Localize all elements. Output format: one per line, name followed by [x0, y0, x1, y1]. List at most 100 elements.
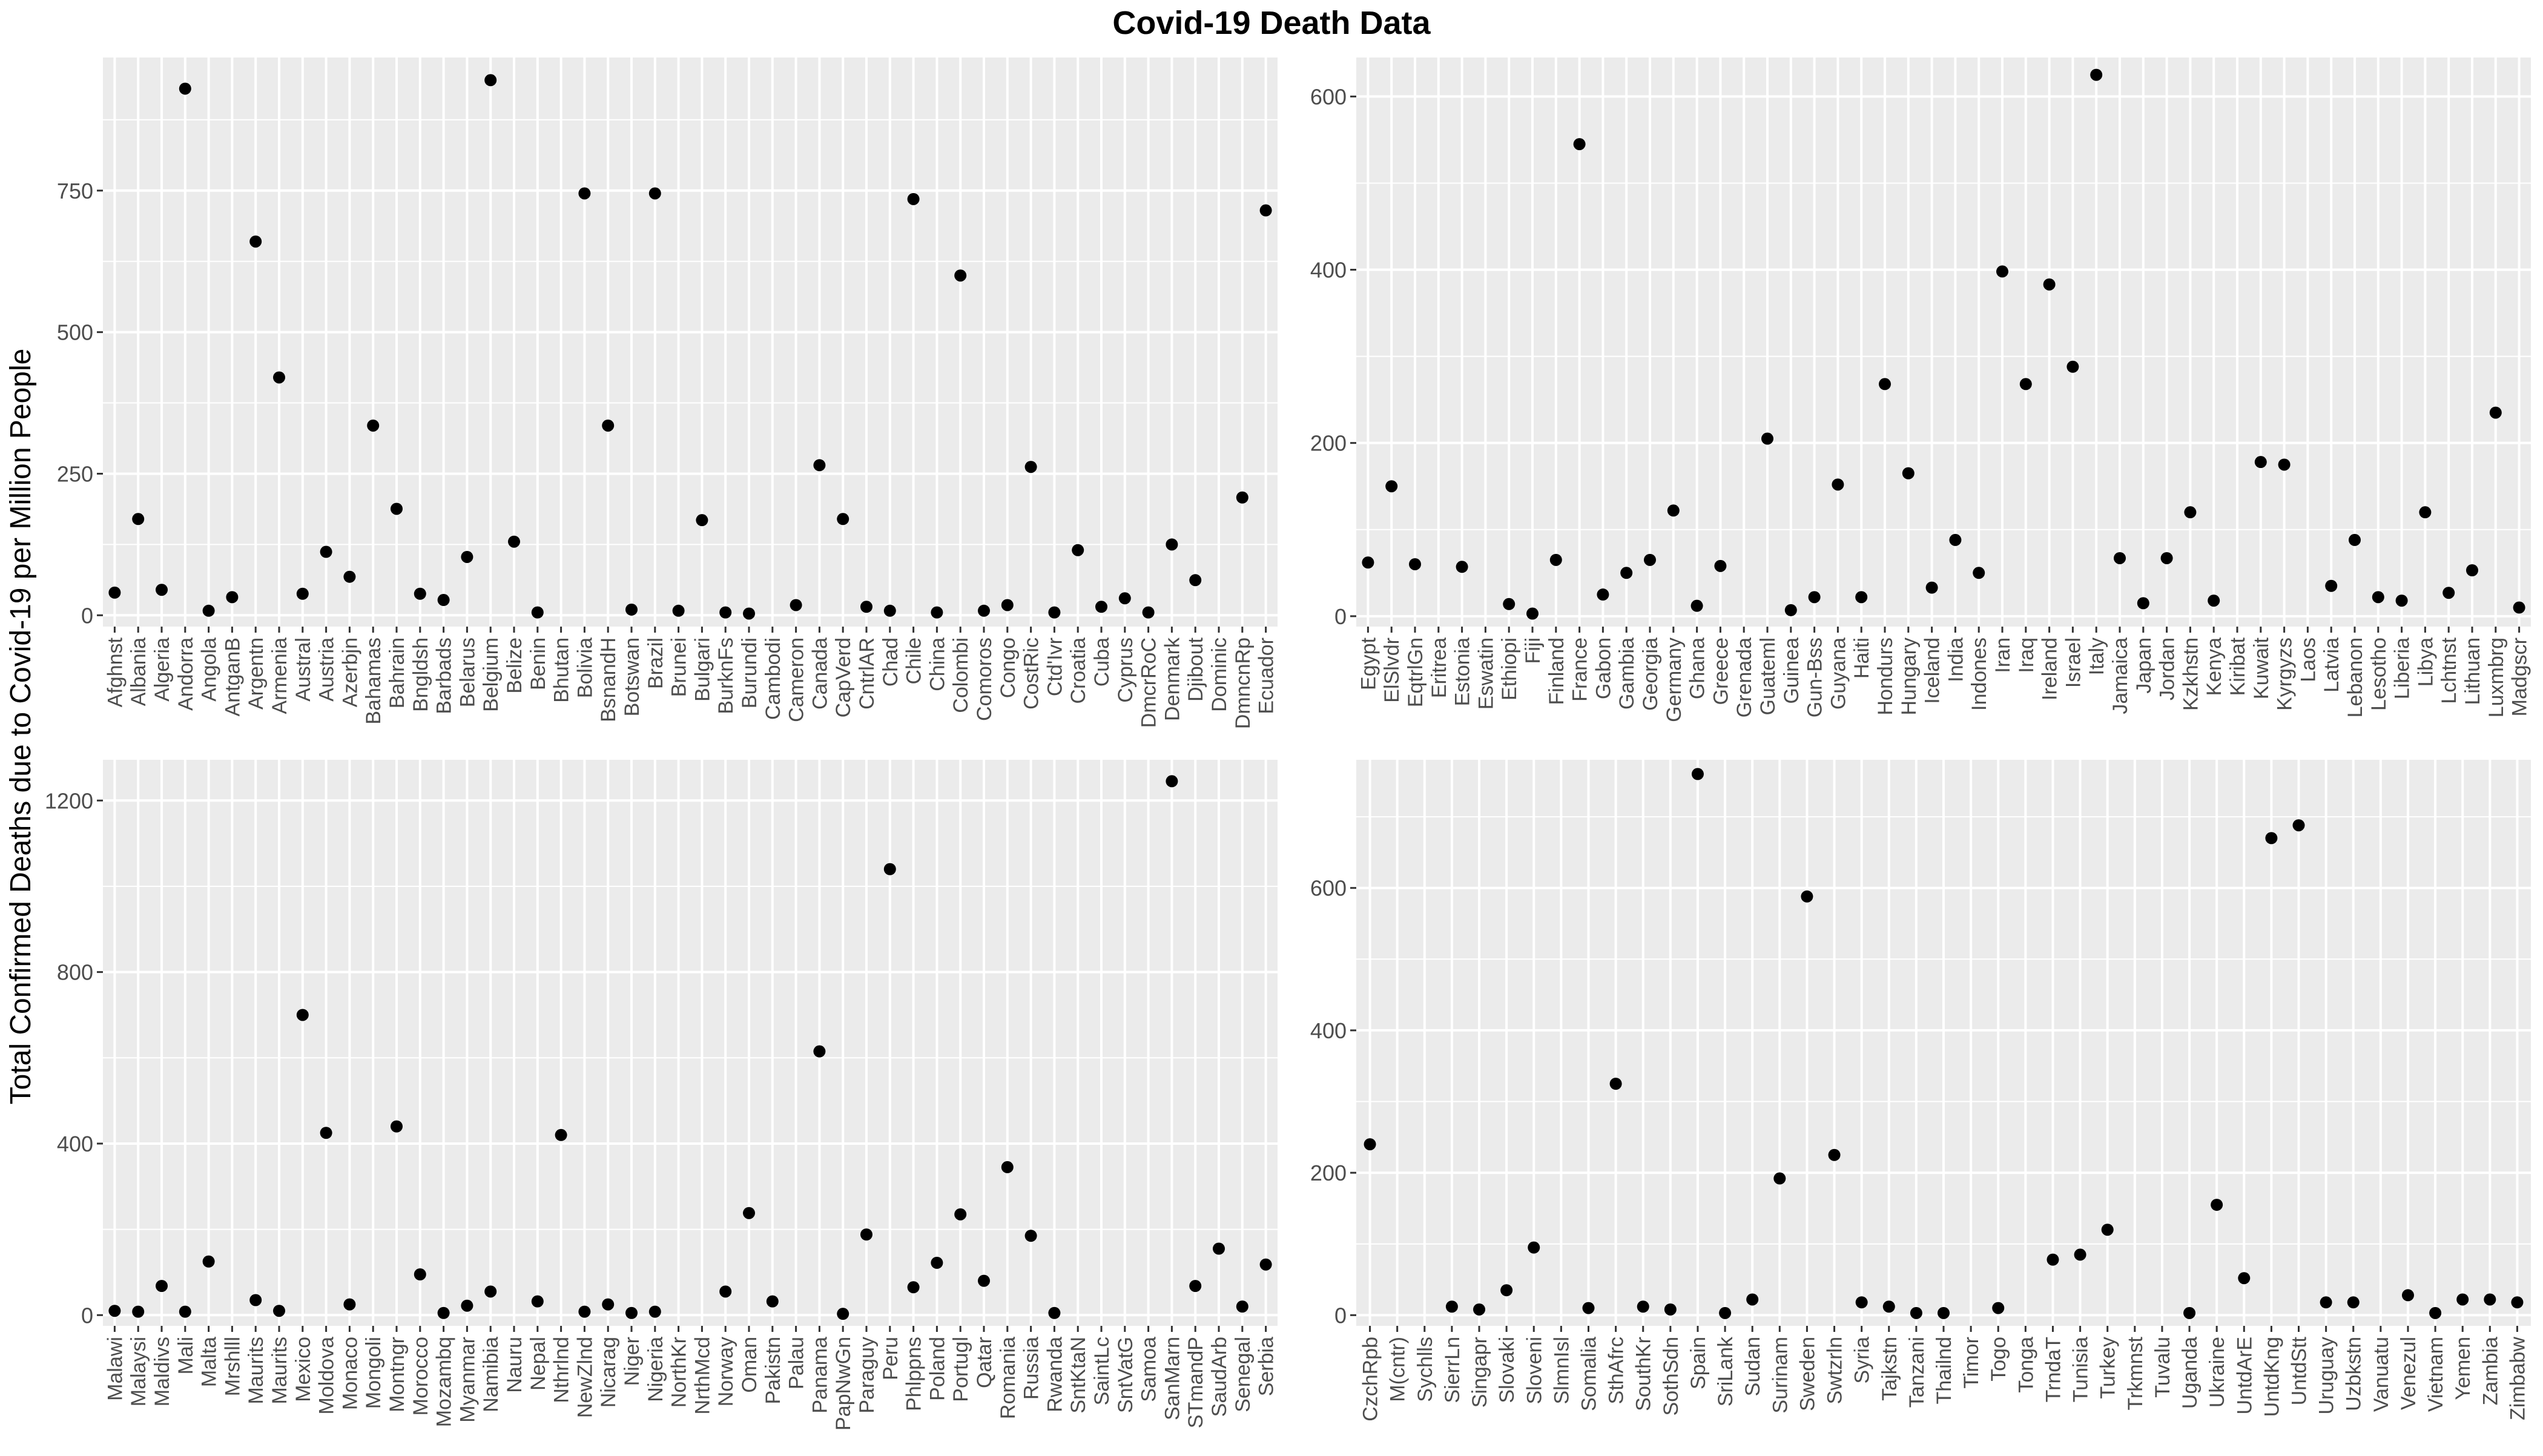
- x-tick-label: BsnandH: [597, 637, 620, 722]
- x-tick-label: SaintLc: [1090, 1337, 1113, 1405]
- x-tick-label: SothSdn: [1660, 1337, 1683, 1415]
- x-tick-label: Nepal: [527, 1337, 550, 1391]
- x-tick-label: SaudArb: [1208, 1337, 1231, 1417]
- data-point: [907, 1281, 920, 1294]
- data-point: [2442, 587, 2455, 599]
- x-tick-label: Madgscr: [2508, 637, 2531, 716]
- x-tick-label: Congo: [997, 637, 1020, 698]
- x-tick-label: Cyprus: [1114, 637, 1137, 703]
- x-tick-label: Phlppns: [903, 1337, 926, 1411]
- data-point: [1024, 461, 1037, 473]
- x-tick-label: Singapr: [1468, 1337, 1491, 1408]
- data-point: [1784, 604, 1797, 616]
- data-point: [672, 604, 685, 617]
- data-point: [2292, 819, 2305, 832]
- data-point: [931, 606, 943, 619]
- data-point: [1142, 606, 1155, 619]
- x-tick-label: Senegal: [1232, 1337, 1255, 1412]
- x-tick-label: Panama: [808, 1337, 831, 1414]
- data-point: [2114, 552, 2126, 564]
- x-tick-label: Paraguy: [856, 1337, 879, 1414]
- x-tick-label: Thailnd: [1933, 1337, 1956, 1405]
- data-point: [625, 603, 638, 616]
- data-point: [2208, 595, 2220, 607]
- x-tick-label: Vietnam: [2424, 1337, 2447, 1412]
- data-point: [883, 604, 896, 617]
- data-point: [860, 601, 872, 613]
- x-tick-label: Cuba: [1090, 637, 1113, 687]
- data-point: [2325, 579, 2338, 592]
- data-point: [296, 587, 309, 600]
- data-point: [648, 187, 661, 200]
- data-point: [2372, 591, 2384, 604]
- data-point: [1456, 561, 1468, 573]
- x-tick-label: Peru: [879, 1337, 902, 1380]
- x-tick-label: SierrLn: [1441, 1337, 1464, 1403]
- x-tick-label: EqtrlGn: [1404, 637, 1427, 707]
- x-tick-label: Serbia: [1255, 1337, 1278, 1396]
- data-point: [2401, 1289, 2414, 1302]
- data-point: [1409, 558, 1421, 570]
- data-point: [860, 1228, 872, 1241]
- x-tick-label: Mongoli: [362, 1337, 385, 1409]
- data-point: [2347, 1296, 2360, 1309]
- data-point: [813, 1045, 826, 1058]
- data-point: [249, 1294, 262, 1306]
- data-point: [2047, 1253, 2059, 1266]
- x-tick-label: Lithuan: [2461, 637, 2484, 705]
- x-tick-label: NorthKr: [668, 1337, 691, 1408]
- data-point: [2513, 601, 2525, 614]
- data-point: [2489, 406, 2502, 419]
- data-point: [2160, 552, 2173, 564]
- panel-bottom-left: 0 400 800 1200 Malawi Malaysi Maldivs Mali Malta…: [45, 760, 1278, 1431]
- data-point: [1189, 1280, 1202, 1293]
- data-point: [1528, 1241, 1540, 1254]
- panel-bottom-right: 0 200 400 600 CzchRpb M(cntr) Sychlls SierrLn Si…: [1310, 760, 2531, 1421]
- data-point: [1072, 544, 1084, 556]
- data-point: [1690, 599, 1703, 612]
- x-tick-label: Tonga: [2014, 1337, 2037, 1393]
- data-point: [391, 502, 403, 515]
- x-tick-label: Comoros: [973, 637, 996, 721]
- x-tick-label: Syria: [1851, 1337, 1874, 1384]
- x-tick-label: Bngldsh: [409, 637, 432, 712]
- data-point: [602, 419, 615, 432]
- x-tick-label: Iraq: [2015, 637, 2038, 673]
- x-tick-label: Kenya: [2203, 637, 2226, 696]
- data-point: [2074, 1248, 2086, 1261]
- data-point: [2211, 1199, 2223, 1211]
- data-point: [1938, 1306, 1950, 1319]
- data-point: [1620, 567, 1633, 579]
- x-tick-label: Malawi: [104, 1337, 127, 1401]
- x-tick-label: Ukraine: [2206, 1337, 2229, 1408]
- x-tick-label: Tanzani: [1905, 1337, 1928, 1408]
- x-tick-label: China: [926, 637, 949, 691]
- data-point: [1973, 567, 1985, 579]
- x-tick-label: Nthrlnd: [550, 1337, 573, 1403]
- data-point: [837, 513, 849, 525]
- data-point: [531, 606, 544, 619]
- x-tick-label: Iran: [1991, 637, 2014, 673]
- y-tick-label: 600: [1310, 876, 1347, 901]
- x-tick-label: NewZlnd: [573, 1337, 596, 1418]
- data-point: [320, 1127, 332, 1139]
- data-point: [437, 1306, 450, 1319]
- data-point: [2066, 360, 2079, 373]
- x-tick-label: Brunei: [668, 637, 691, 697]
- x-tick-label: Swtzrln: [1824, 1337, 1847, 1404]
- x-tick-label: Georgia: [1639, 637, 1662, 711]
- data-point: [1549, 553, 1562, 566]
- data-point: [1189, 574, 1202, 587]
- x-tick-label: Indones: [1968, 637, 1991, 711]
- data-point: [179, 1305, 191, 1318]
- x-tick-label: Botswan: [621, 637, 644, 716]
- x-tick-label: Lchtnst: [2438, 637, 2461, 703]
- x-tick-label: Norway: [714, 1337, 737, 1406]
- x-tick-label: Nauru: [503, 1337, 526, 1393]
- data-point: [1362, 556, 1374, 569]
- x-tick-label: Italy: [2085, 637, 2108, 675]
- data-point: [1992, 1302, 2005, 1314]
- x-tick-label: Iceland: [1921, 637, 1944, 704]
- data-point: [296, 1009, 309, 1021]
